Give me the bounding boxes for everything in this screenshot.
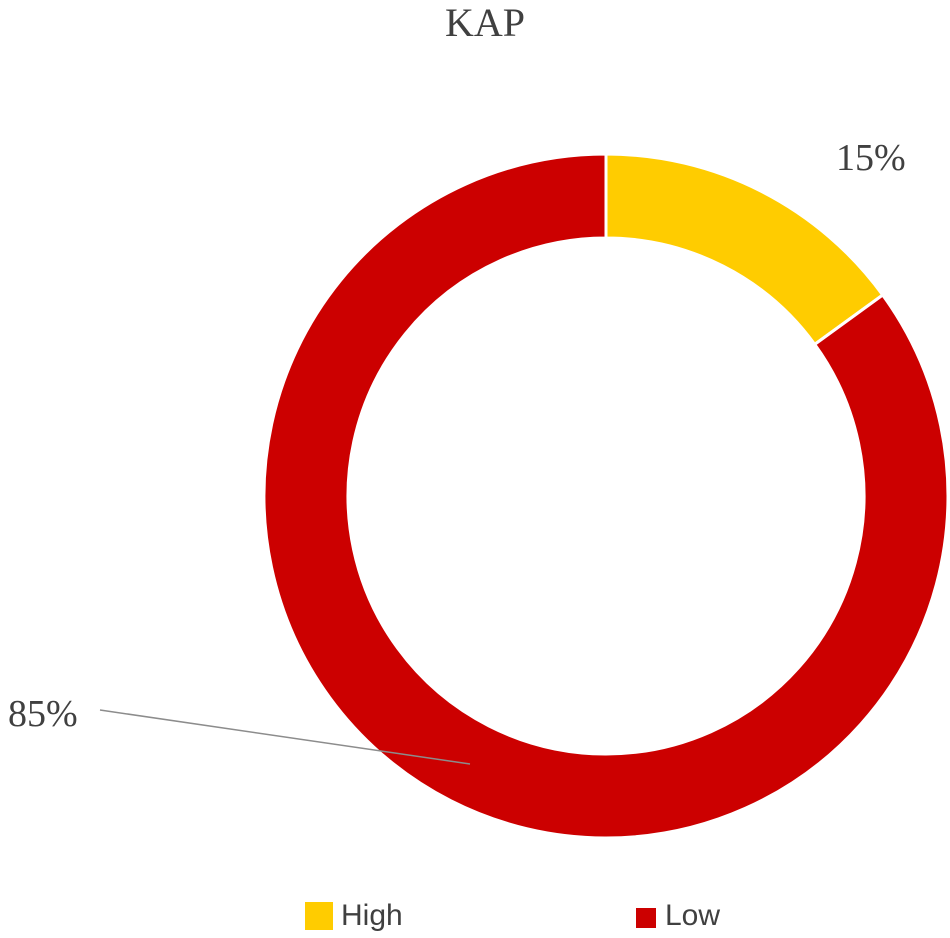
- legend-label-low: Low: [665, 899, 720, 932]
- legend: High Low: [305, 899, 720, 932]
- data-label-high: 15%: [836, 137, 906, 179]
- donut-slice-high: [604, 152, 885, 347]
- data-label-low: 85%: [8, 693, 78, 735]
- leader-line-low: [99, 709, 471, 765]
- chart-title: KAP: [445, 0, 525, 45]
- donut-slice-low: [262, 152, 950, 840]
- donut-slices: [262, 152, 950, 840]
- legend-swatch-low: [636, 908, 656, 928]
- legend-label-high: High: [341, 899, 403, 932]
- legend-swatch-high: [305, 902, 333, 930]
